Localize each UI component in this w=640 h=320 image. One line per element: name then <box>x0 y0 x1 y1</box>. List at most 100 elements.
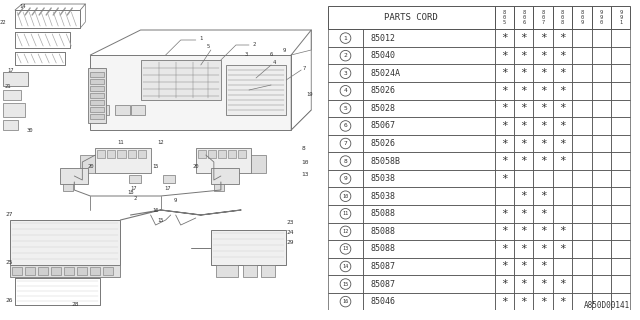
Bar <box>63 184 74 191</box>
Bar <box>216 265 238 277</box>
Text: 85028: 85028 <box>371 104 396 113</box>
Text: 9: 9 <box>344 176 348 181</box>
Bar <box>572 82 591 100</box>
Bar <box>3 120 18 130</box>
Text: 85087: 85087 <box>371 280 396 289</box>
Text: 13: 13 <box>342 246 349 252</box>
Bar <box>591 64 611 82</box>
Text: 20: 20 <box>193 164 199 170</box>
Text: 17: 17 <box>131 187 137 191</box>
Text: *: * <box>501 33 508 43</box>
Bar <box>3 103 25 117</box>
Bar <box>364 100 495 117</box>
Text: 15: 15 <box>342 282 349 286</box>
Text: 5: 5 <box>206 44 209 50</box>
Bar <box>198 150 206 158</box>
Bar <box>611 82 630 100</box>
Bar <box>611 47 630 64</box>
Text: 2: 2 <box>252 42 255 46</box>
Bar <box>514 170 533 188</box>
Bar <box>495 170 514 188</box>
Text: 22: 22 <box>0 20 6 25</box>
Text: 3: 3 <box>344 71 348 76</box>
Bar <box>591 100 611 117</box>
Bar <box>3 72 28 86</box>
Bar <box>553 82 572 100</box>
Bar <box>328 152 364 170</box>
Text: 1: 1 <box>199 36 202 42</box>
Text: 85024A: 85024A <box>371 69 400 78</box>
Text: 8
0
8: 8 0 8 <box>561 10 564 26</box>
Bar <box>514 188 533 205</box>
Text: *: * <box>540 226 547 236</box>
Text: 85038: 85038 <box>371 192 396 201</box>
Bar <box>533 117 553 135</box>
Bar <box>495 152 514 170</box>
Bar <box>328 275 364 293</box>
Text: 4: 4 <box>344 88 348 93</box>
Text: *: * <box>520 68 527 78</box>
Text: 85088: 85088 <box>371 227 396 236</box>
Text: *: * <box>501 261 508 271</box>
Bar <box>514 275 533 293</box>
Bar <box>328 240 364 258</box>
Text: 8
0
6: 8 0 6 <box>522 10 525 26</box>
Bar <box>211 230 286 265</box>
Polygon shape <box>141 60 221 100</box>
Text: *: * <box>520 297 527 307</box>
Text: *: * <box>501 279 508 289</box>
Text: 1: 1 <box>344 36 348 41</box>
Bar <box>364 293 495 310</box>
Text: *: * <box>520 121 527 131</box>
Text: *: * <box>540 68 547 78</box>
Bar <box>514 240 533 258</box>
Bar <box>364 47 495 64</box>
Text: *: * <box>520 244 527 254</box>
Text: 17: 17 <box>7 68 13 73</box>
Text: *: * <box>520 33 527 43</box>
Bar <box>611 6 630 29</box>
Text: *: * <box>520 86 527 96</box>
Bar <box>495 135 514 152</box>
Bar <box>553 100 572 117</box>
Bar <box>591 6 611 29</box>
Bar <box>591 223 611 240</box>
Bar <box>572 223 591 240</box>
Bar <box>514 64 533 82</box>
Bar <box>533 135 553 152</box>
Bar <box>127 150 136 158</box>
Bar <box>611 100 630 117</box>
Bar <box>118 150 125 158</box>
Bar <box>553 188 572 205</box>
Text: 16: 16 <box>152 207 159 212</box>
Bar <box>261 265 275 277</box>
Text: *: * <box>520 191 527 201</box>
Bar <box>129 175 141 183</box>
Text: *: * <box>501 68 508 78</box>
Text: *: * <box>520 226 527 236</box>
Bar <box>115 105 129 115</box>
Bar <box>64 267 74 275</box>
Bar <box>495 64 514 82</box>
Text: 11: 11 <box>342 211 349 216</box>
Bar <box>572 47 591 64</box>
Bar <box>591 275 611 293</box>
Bar <box>38 267 48 275</box>
Text: *: * <box>540 261 547 271</box>
Text: *: * <box>559 103 566 113</box>
Text: 19: 19 <box>306 92 312 98</box>
Text: 14: 14 <box>19 4 26 9</box>
Bar <box>514 6 533 29</box>
Text: 10: 10 <box>301 161 308 165</box>
Text: *: * <box>559 51 566 61</box>
Bar <box>553 223 572 240</box>
Text: 9
9
0: 9 9 0 <box>600 10 603 26</box>
Text: *: * <box>559 279 566 289</box>
Bar <box>90 86 104 91</box>
Bar <box>81 155 95 173</box>
Bar <box>226 65 286 115</box>
Bar <box>572 275 591 293</box>
Text: 7: 7 <box>344 141 348 146</box>
Bar <box>228 150 236 158</box>
Text: 11: 11 <box>117 140 124 146</box>
